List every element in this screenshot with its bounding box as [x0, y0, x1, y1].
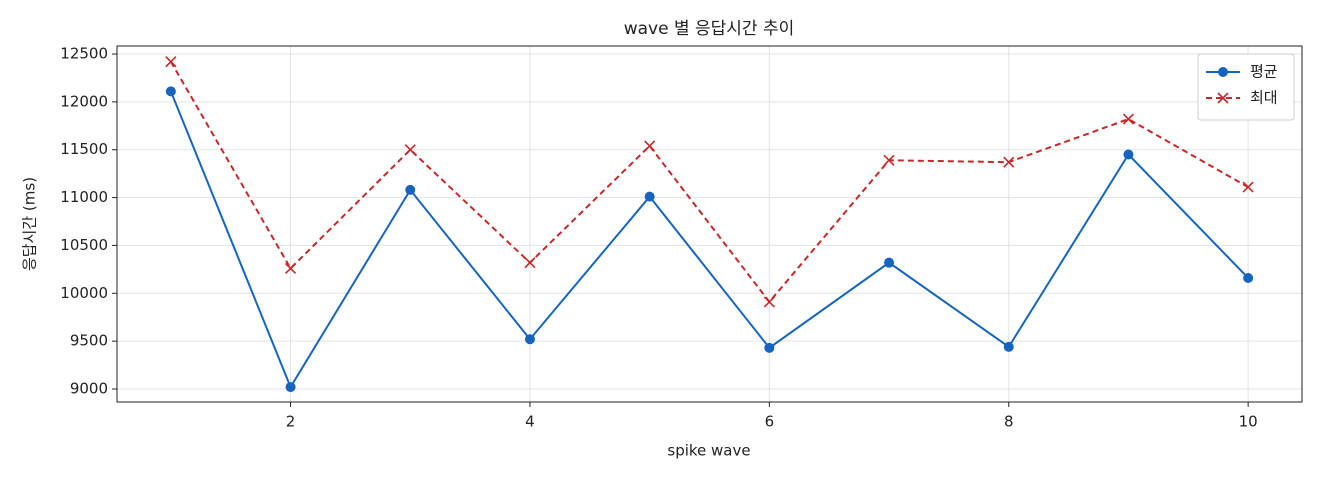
y-axis-label: 응답시간 (ms): [21, 177, 39, 271]
marker: [1003, 156, 1015, 168]
marker: [165, 86, 176, 97]
marker: [644, 191, 655, 202]
marker: [1003, 341, 1014, 352]
marker: [284, 262, 297, 274]
y-tick-label: 12500: [60, 45, 108, 63]
marker: [405, 184, 416, 195]
marker: [1123, 149, 1134, 160]
line: [169, 90, 1249, 390]
x-tick-label: 2: [286, 413, 296, 431]
y-tick-label: 10500: [60, 236, 108, 254]
marker: [763, 296, 775, 308]
y-tick-label: 11500: [60, 140, 108, 158]
marker: [165, 56, 177, 68]
chart-title: wave 별 응답시간 추이: [624, 19, 795, 39]
plot-frame: [116, 45, 1303, 403]
legend-box: [1197, 53, 1295, 121]
y-tick-label: 9000: [70, 379, 108, 397]
marker: [1217, 92, 1229, 104]
plot: [165, 56, 1254, 393]
line: [169, 61, 1249, 304]
grid: [117, 46, 1302, 402]
x-tick-label: 6: [765, 413, 775, 431]
x-axis-label: spike wave: [667, 442, 750, 460]
marker: [1122, 113, 1135, 125]
marker: [884, 257, 895, 268]
marker: [644, 140, 656, 152]
marker: [404, 144, 416, 156]
marker: [764, 342, 775, 353]
x-tick-label: 10: [1239, 413, 1258, 431]
y-tick-label: 11000: [60, 188, 108, 206]
marker: [1242, 181, 1254, 193]
x-tick-label: 4: [525, 413, 535, 431]
y-tick-label: 9500: [70, 332, 108, 350]
marker: [1243, 272, 1254, 283]
legend-label: 최대: [1250, 89, 1278, 107]
x-tick-label: 8: [1004, 413, 1014, 431]
marker: [524, 334, 535, 345]
marker: [1218, 67, 1228, 77]
legend-label: 평균: [1250, 63, 1278, 81]
y-tick-label: 10000: [60, 284, 108, 302]
y-tick-label: 12000: [60, 92, 108, 110]
marker: [883, 154, 895, 166]
marker: [285, 382, 296, 393]
marker: [524, 257, 536, 269]
